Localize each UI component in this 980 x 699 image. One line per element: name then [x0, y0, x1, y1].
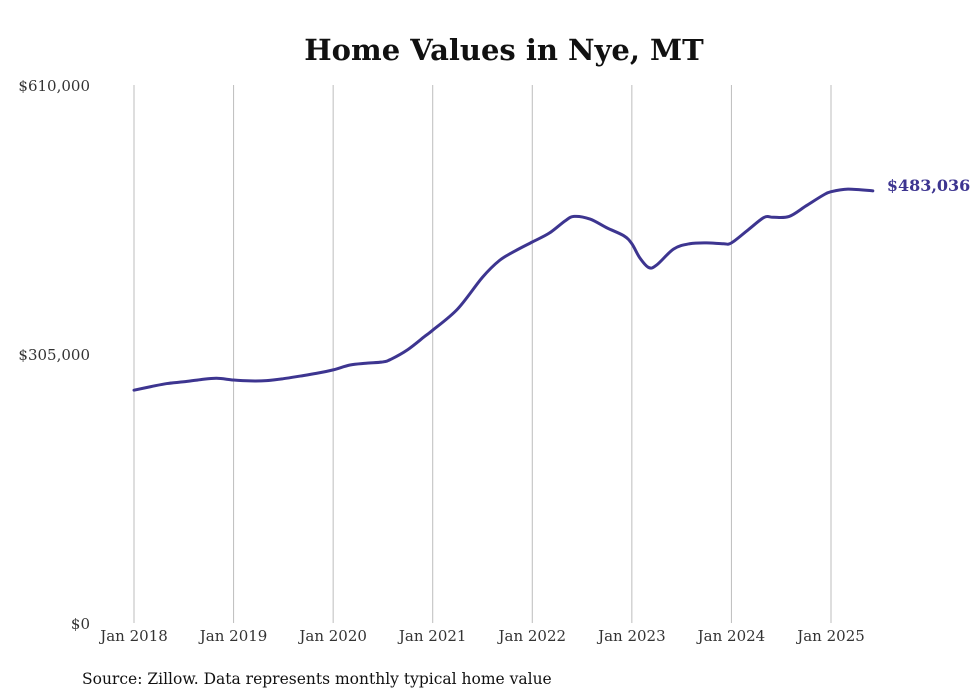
x-tick-label-6: Jan 2024: [696, 627, 766, 645]
gridlines: [133, 85, 832, 623]
chart-title: Home Values in Nye, MT: [304, 33, 704, 67]
x-axis-tick-labels: Jan 2018 Jan 2019 Jan 2020 Jan 2021 Jan 2022…: [98, 627, 865, 645]
x-tick-label-0: Jan 2018: [98, 627, 168, 645]
series-layer: $483,036: [132, 176, 971, 392]
x-tick-label-2: Jan 2020: [297, 627, 367, 645]
x-tick-label-3: Jan 2021: [397, 627, 467, 645]
x-tick-label-7: Jan 2025: [795, 627, 865, 645]
x-tick-label-4: Jan 2022: [497, 627, 567, 645]
series-end-label-0: $483,036: [887, 176, 971, 195]
y-tick-label-0: $0: [71, 615, 90, 633]
x-tick-label-1: Jan 2019: [198, 627, 268, 645]
y-axis-tick-labels: $0 $305,000 $610,000: [18, 77, 90, 633]
y-tick-label-1: $305,000: [18, 346, 90, 364]
x-tick-label-5: Jan 2023: [596, 627, 666, 645]
source-note: Source: Zillow. Data represents monthly …: [82, 670, 552, 688]
series-line-0: [132, 187, 875, 392]
y-tick-label-2: $610,000: [18, 77, 90, 95]
